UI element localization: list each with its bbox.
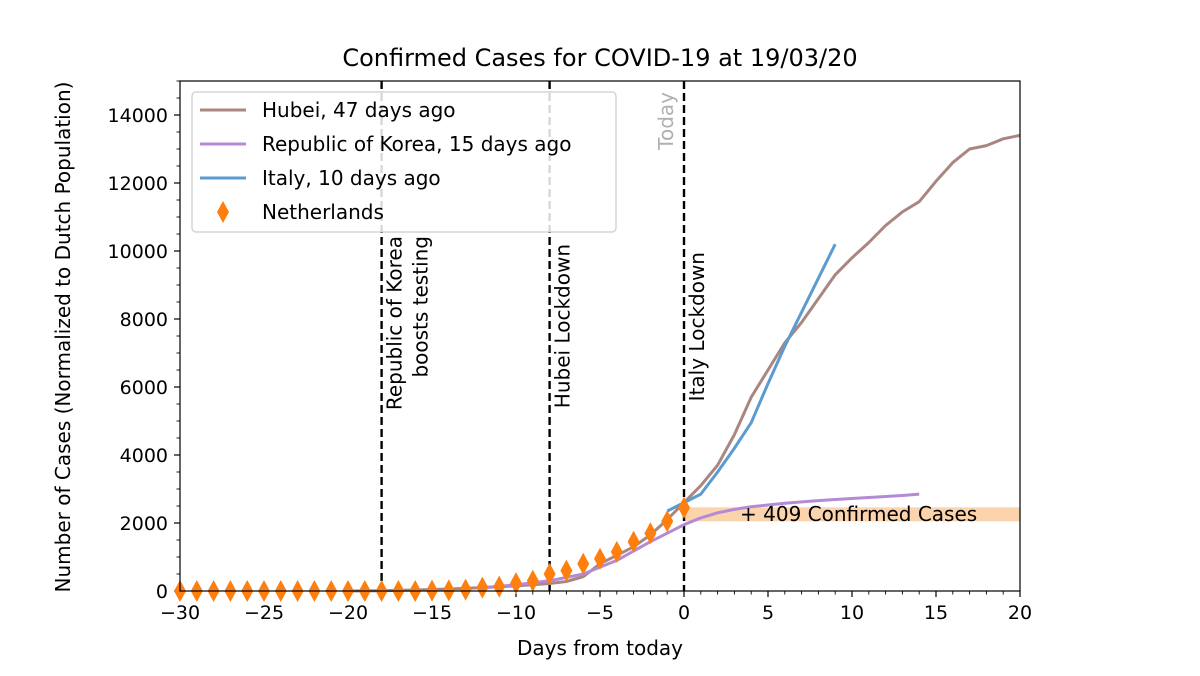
series-lines [347,133,1021,593]
legend-label: Hubei, 47 days ago [262,98,456,122]
data-point [476,576,489,599]
event-line-label: boosts testing [409,236,433,378]
y-tick-label: 14000 [108,105,168,127]
x-tick-label: 20 [1008,602,1032,624]
data-point [459,578,472,601]
data-point [543,563,556,585]
band-rect [684,507,1020,522]
x-axis-ticks: −30 −25 −20 −15 −10 −5 0 5 10 15 20 [160,591,1032,624]
x-tick-label: 0 [678,602,690,624]
y-axis-ticks: 0 2000 4000 6000 8000 10000 12000 14000 [108,80,180,603]
y-tick-label: 12000 [108,173,168,195]
data-point [678,496,690,519]
x-tick-label: −5 [586,602,614,624]
event-line-label: Republic of Korea [383,236,407,410]
legend-label: Netherlands [262,200,384,224]
netherlands-markers [174,496,690,602]
data-point [644,522,657,545]
today-label: Today [654,92,678,151]
legend-box [191,91,617,233]
x-axis-label: Days from today [517,636,683,660]
legend-label: Italy, 10 days ago [262,166,441,190]
y-tick-label: 4000 [120,445,168,467]
y-tick-label: 10000 [108,241,168,263]
x-tick-label: −10 [496,602,536,624]
series-line [482,492,920,590]
y-tick-label: 2000 [120,513,168,535]
legend-label: Republic of Korea, 15 days ago [262,132,571,156]
data-point [594,547,606,570]
data-point [661,510,674,533]
data-point [610,540,623,563]
data-point [560,559,573,582]
y-tick-label: 8000 [120,309,168,331]
event-line-label: Hubei Lockdown [551,244,575,408]
data-point [510,572,522,595]
y-tick-label: 0 [156,581,168,603]
series-line [666,243,837,513]
band-annotation: + 409 Confirmed Cases [740,502,977,526]
y-axis-label: Number of Cases (Normalized to Dutch Pop… [51,82,75,593]
confirmed-cases-band [684,507,1020,522]
x-tick-label: 10 [840,602,864,624]
legend-swatch [217,201,229,223]
y-tick-label: 6000 [120,377,168,399]
x-tick-label: −30 [160,602,200,624]
x-tick-label: −20 [328,602,368,624]
data-point [526,569,539,592]
plot-frame [179,80,1021,592]
data-point [493,575,506,598]
series-line [347,133,1021,593]
x-tick-label: −15 [412,602,452,624]
x-tick-label: 15 [924,602,948,624]
data-point [627,530,640,553]
x-tick-label: 5 [762,602,774,624]
data-point [442,579,455,602]
x-tick-label: −25 [244,602,284,624]
event-line-label: Italy Lockdown [685,252,709,401]
data-point [577,552,590,575]
legend: Hubei, 47 days ago Republic of Korea, 15 … [191,91,617,233]
chart-title: Confirmed Cases for COVID-19 at 19/03/20 [342,44,857,72]
